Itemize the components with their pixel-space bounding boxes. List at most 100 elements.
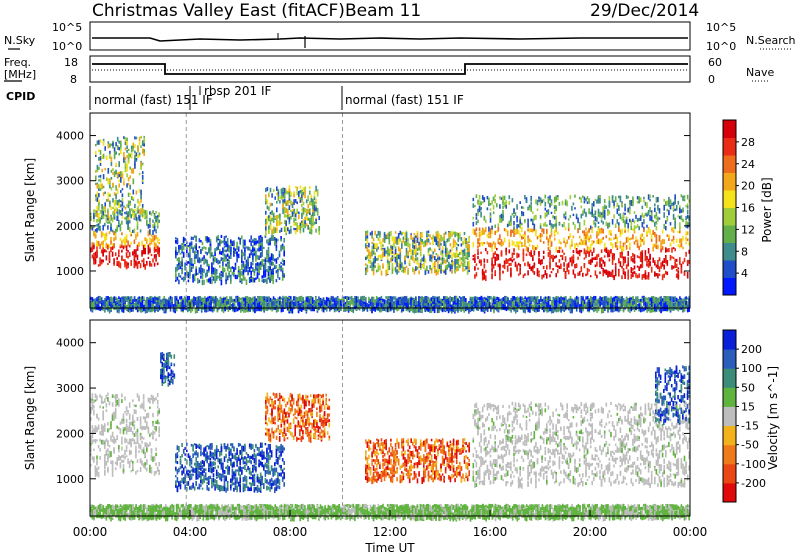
echo-cell	[565, 242, 567, 247]
echo-cell	[181, 262, 183, 267]
echo-cell	[568, 226, 570, 228]
echo-cell	[554, 238, 556, 241]
echo-cell	[126, 138, 128, 142]
echo-cell	[651, 234, 653, 239]
echo-cell	[274, 216, 276, 218]
echo-cell	[287, 214, 289, 219]
echo-cell	[432, 239, 434, 244]
echo-cell	[232, 272, 234, 276]
echo-cell	[493, 241, 495, 245]
echo-cell	[509, 201, 511, 205]
echo-cell	[113, 243, 115, 248]
echo-cell	[573, 214, 575, 216]
echo-cell	[118, 202, 120, 208]
echo-cell	[613, 275, 615, 278]
echo-cell	[490, 203, 492, 206]
echo-cell	[312, 297, 314, 301]
echo-cell	[149, 300, 151, 304]
echo-cell	[570, 195, 572, 199]
echo-cell	[432, 251, 434, 254]
echo-cell	[314, 191, 316, 195]
echo-cell	[447, 259, 449, 262]
echo-cell	[158, 239, 160, 241]
echo-cell	[562, 255, 564, 258]
echo-cell	[573, 236, 575, 239]
echo-cell	[282, 268, 284, 271]
echo-cell	[440, 258, 442, 261]
echo-cell	[541, 261, 543, 263]
echo-cell	[370, 232, 372, 235]
echo-cell	[631, 220, 633, 226]
echo-cell	[317, 213, 319, 215]
echo-cell	[246, 262, 248, 267]
echo-cell	[609, 250, 611, 254]
echo-cell	[679, 257, 681, 263]
echo-cell	[403, 237, 405, 240]
echo-cell	[543, 256, 545, 260]
echo-cell	[128, 296, 130, 298]
echo-cell	[665, 247, 667, 252]
echo-cell	[627, 223, 629, 229]
echo-cell	[423, 241, 425, 244]
echo-cell	[112, 252, 114, 257]
echo-cell	[654, 204, 656, 207]
echo-cell	[467, 270, 469, 275]
echo-cell	[490, 208, 492, 210]
echo-cell	[203, 303, 205, 309]
echo-cell	[670, 242, 672, 246]
echo-cell	[382, 238, 384, 242]
echo-cell	[216, 275, 218, 280]
echo-cell	[309, 186, 311, 189]
echo-cell	[101, 210, 103, 214]
echo-cell	[396, 261, 398, 267]
echo-cell	[131, 298, 133, 303]
echo-cell	[247, 270, 249, 275]
echo-cell	[314, 196, 316, 198]
echo-cell	[193, 302, 195, 307]
echo-cell	[96, 306, 98, 310]
echo-cell	[574, 264, 576, 269]
echo-cell	[560, 242, 562, 245]
echo-cell	[198, 296, 200, 299]
echo-cell	[123, 296, 125, 301]
echo-cell	[601, 230, 603, 233]
echo-cell	[208, 248, 210, 253]
echo-cell	[490, 218, 492, 223]
echo-cell	[128, 177, 130, 181]
echo-cell	[153, 297, 155, 303]
echo-cell	[210, 296, 212, 298]
echo-cell	[480, 207, 482, 210]
echo-cell	[157, 220, 159, 226]
echo-cell	[431, 237, 433, 240]
echo-cell	[389, 265, 391, 270]
echo-cell	[287, 304, 289, 306]
echo-cell	[123, 206, 125, 208]
echo-cell	[120, 298, 122, 302]
echo-cell	[543, 274, 545, 277]
echo-cell	[124, 261, 126, 265]
echo-cell	[274, 300, 276, 304]
echo-cell	[284, 208, 286, 214]
echo-cell	[549, 252, 551, 255]
echo-cell	[555, 262, 557, 265]
echo-cell	[464, 239, 466, 244]
echo-cell	[189, 243, 191, 247]
echo-cell	[590, 250, 592, 253]
echo-cell	[576, 243, 578, 246]
echo-cell	[159, 305, 161, 309]
echo-cell	[602, 229, 604, 232]
echo-cell	[474, 229, 476, 235]
echo-cell	[99, 226, 101, 232]
echo-cell	[651, 212, 653, 217]
echo-cell	[267, 303, 269, 307]
echo-cell	[602, 211, 604, 216]
echo-cell	[276, 207, 278, 212]
echo-cell	[494, 270, 496, 275]
echo-cell	[507, 260, 509, 264]
echo-cell	[289, 222, 291, 224]
echo-cell	[629, 242, 631, 246]
echo-cell	[515, 245, 517, 248]
echo-cell	[584, 263, 586, 268]
power-echo-layer	[90, 113, 690, 314]
echo-cell	[428, 270, 430, 274]
